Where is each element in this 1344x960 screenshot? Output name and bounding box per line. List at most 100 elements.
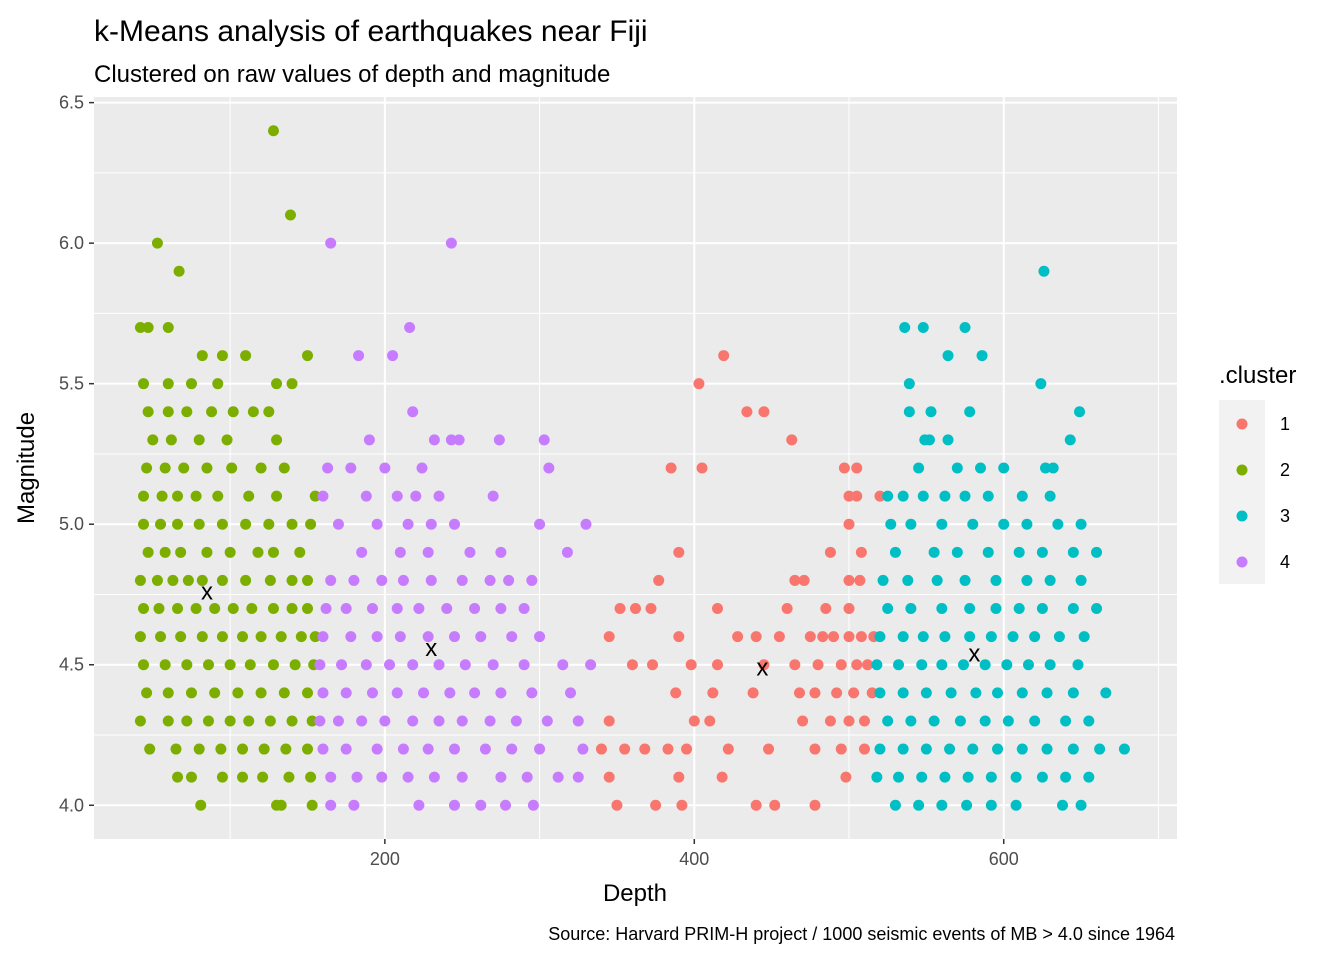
point-cluster-3 — [1022, 659, 1034, 671]
point-cluster-3 — [964, 603, 976, 615]
point-cluster-3 — [936, 659, 948, 671]
point-cluster-3 — [936, 603, 948, 615]
point-cluster-3 — [928, 546, 940, 558]
point-cluster-4 — [552, 771, 564, 783]
x-tick-label: 200 — [370, 849, 400, 869]
point-cluster-3 — [928, 715, 940, 727]
point-cluster-3 — [897, 631, 909, 643]
point-cluster-1 — [681, 743, 693, 755]
point-cluster-4 — [534, 631, 546, 643]
point-cluster-1 — [722, 743, 734, 755]
point-cluster-2 — [193, 434, 205, 446]
point-cluster-1 — [817, 631, 829, 643]
centroid-marker-3: x — [968, 641, 980, 668]
point-cluster-2 — [267, 125, 279, 137]
point-cluster-4 — [526, 574, 538, 586]
point-cluster-1 — [838, 462, 850, 474]
point-cluster-2 — [302, 687, 314, 699]
y-axis-title: Magnitude — [13, 412, 40, 524]
point-cluster-3 — [871, 771, 883, 783]
point-cluster-2 — [227, 603, 239, 615]
point-cluster-4 — [441, 603, 453, 615]
point-cluster-4 — [314, 715, 326, 727]
point-cluster-4 — [448, 518, 460, 530]
point-cluster-3 — [874, 743, 886, 755]
point-cluster-3 — [920, 743, 932, 755]
point-cluster-2 — [271, 490, 283, 502]
point-cluster-4 — [322, 462, 334, 474]
point-cluster-4 — [561, 546, 573, 558]
point-cluster-3 — [925, 406, 937, 418]
point-cluster-2 — [244, 659, 256, 671]
point-cluster-2 — [258, 743, 270, 755]
point-cluster-2 — [173, 265, 185, 277]
point-cluster-1 — [866, 687, 878, 699]
point-cluster-1 — [835, 659, 847, 671]
point-cluster-2 — [196, 631, 208, 643]
point-cluster-4 — [356, 715, 368, 727]
point-cluster-3 — [1118, 743, 1130, 755]
point-cluster-3 — [899, 321, 911, 333]
point-cluster-1 — [789, 574, 801, 586]
point-cluster-2 — [167, 574, 179, 586]
point-cluster-4 — [428, 771, 440, 783]
point-cluster-3 — [1016, 743, 1028, 755]
point-cluster-4 — [585, 659, 597, 671]
point-cluster-3 — [964, 406, 976, 418]
point-cluster-2 — [271, 378, 283, 390]
point-cluster-3 — [931, 574, 943, 586]
centroid-marker-4: x — [425, 635, 437, 662]
point-cluster-2 — [302, 574, 314, 586]
point-cluster-4 — [402, 771, 414, 783]
point-cluster-4 — [345, 462, 357, 474]
point-cluster-3 — [1094, 743, 1106, 755]
point-cluster-3 — [992, 687, 1004, 699]
point-cluster-1 — [820, 603, 832, 615]
point-cluster-4 — [340, 603, 352, 615]
point-cluster-2 — [286, 574, 298, 586]
point-cluster-1 — [603, 715, 615, 727]
point-cluster-1 — [854, 574, 866, 586]
point-cluster-4 — [510, 715, 522, 727]
point-cluster-4 — [572, 715, 584, 727]
y-axis: 4.0 4.5 5.0 5.5 6.0 6.5 — [59, 93, 94, 815]
point-cluster-2 — [271, 434, 283, 446]
point-cluster-1 — [685, 659, 697, 671]
point-cluster-1 — [809, 687, 821, 699]
point-cluster-1 — [673, 546, 685, 558]
point-cluster-3 — [882, 490, 894, 502]
point-cluster-3 — [982, 546, 994, 558]
point-cluster-1 — [611, 799, 623, 811]
point-cluster-3 — [1091, 603, 1103, 615]
point-cluster-3 — [985, 799, 997, 811]
point-cluster-2 — [263, 518, 275, 530]
point-cluster-1 — [843, 574, 855, 586]
point-cluster-2 — [255, 462, 267, 474]
point-cluster-2 — [286, 518, 298, 530]
point-cluster-2 — [196, 574, 208, 586]
point-cluster-4 — [371, 631, 383, 643]
point-cluster-3 — [998, 518, 1010, 530]
point-cluster-2 — [212, 490, 224, 502]
legend-key-3 — [1236, 510, 1248, 522]
point-cluster-3 — [1038, 265, 1050, 277]
point-cluster-2 — [178, 462, 190, 474]
point-cluster-1 — [855, 546, 867, 558]
point-cluster-4 — [543, 462, 555, 474]
point-cluster-3 — [913, 799, 925, 811]
point-cluster-2 — [240, 350, 252, 362]
point-cluster-3 — [893, 771, 905, 783]
point-cluster-1 — [696, 462, 708, 474]
point-cluster-1 — [732, 631, 744, 643]
point-cluster-4 — [495, 546, 507, 558]
point-cluster-3 — [874, 631, 886, 643]
point-cluster-2 — [153, 603, 165, 615]
point-cluster-4 — [348, 574, 360, 586]
point-cluster-3 — [1067, 743, 1079, 755]
legend-key-1 — [1236, 418, 1248, 430]
point-cluster-2 — [216, 574, 228, 586]
point-cluster-3 — [1060, 715, 1072, 727]
point-cluster-4 — [487, 659, 499, 671]
point-cluster-3 — [964, 631, 976, 643]
